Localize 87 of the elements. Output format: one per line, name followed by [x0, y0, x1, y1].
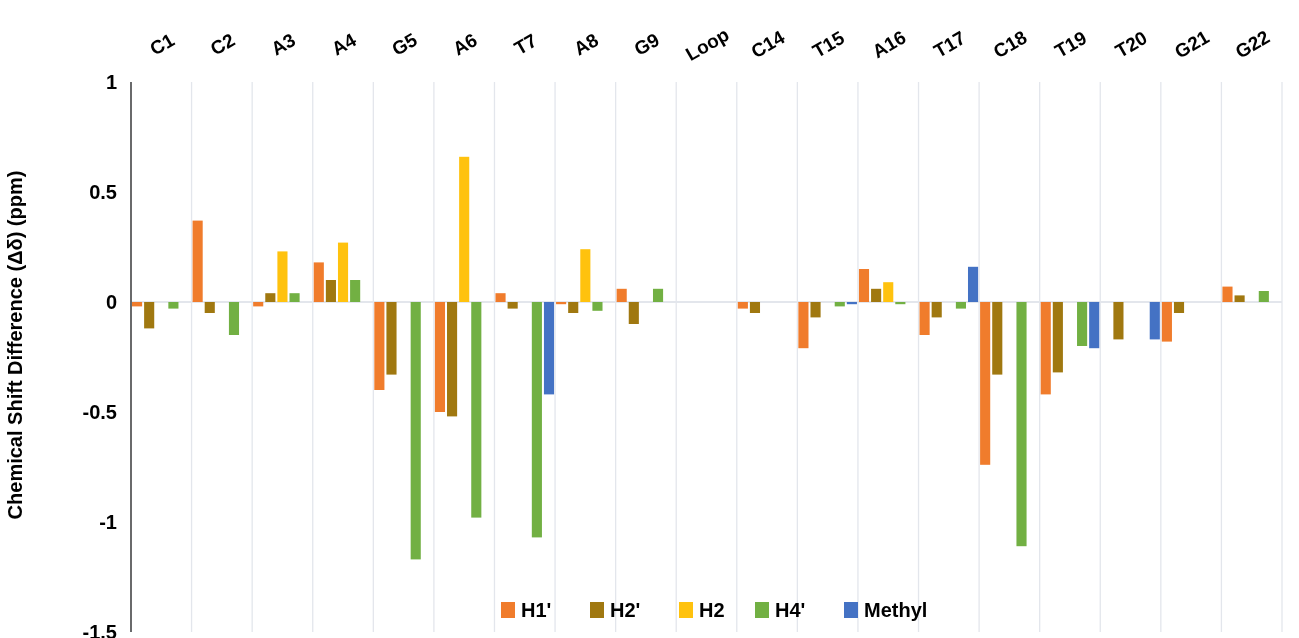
bar [265, 293, 276, 302]
bar [1040, 302, 1051, 395]
bar [1149, 302, 1160, 340]
x-tick-label: A16 [868, 26, 910, 63]
bar [798, 302, 809, 349]
x-tick-label: G22 [1231, 26, 1274, 63]
bar [580, 249, 591, 302]
bar [568, 302, 579, 313]
x-tick-label: Loop [681, 23, 733, 66]
bar [471, 302, 482, 518]
bar [1258, 291, 1269, 302]
y-tick-label: 1 [105, 71, 117, 93]
bar [1016, 302, 1027, 547]
y-tick-label: -1 [99, 511, 117, 533]
bar [628, 302, 639, 324]
x-tick-label: G5 [388, 28, 421, 60]
x-tick-label: A3 [267, 29, 299, 60]
x-tick-label: C14 [747, 26, 789, 63]
x-tick-label: C1 [146, 28, 179, 60]
y-tick-label: -0.5 [82, 401, 117, 423]
bar [749, 302, 761, 313]
legend-label: H4' [775, 599, 806, 621]
bar [967, 266, 979, 302]
bar [592, 302, 603, 311]
y-axis-title: Chemical Shift Difference (Δδ) (ppm) [4, 170, 26, 520]
x-tick-label: T20 [1111, 27, 1151, 62]
bar [992, 302, 1003, 375]
x-tick-label: G9 [630, 28, 663, 60]
bar [410, 302, 421, 560]
bar [204, 302, 215, 313]
legend-label: H2 [699, 599, 725, 621]
bar [507, 302, 518, 309]
bar [652, 288, 664, 302]
bar [434, 302, 446, 412]
x-tick-label: T7 [510, 29, 541, 60]
legend-label: Methyl [864, 599, 928, 621]
bar [447, 302, 458, 417]
x-tick-label: G21 [1171, 26, 1214, 63]
x-tick-label: T19 [1051, 27, 1091, 62]
bar [1173, 302, 1185, 313]
bar [737, 302, 748, 309]
bar [895, 302, 906, 305]
bar [858, 269, 870, 302]
bar [277, 251, 288, 302]
bar [1113, 302, 1124, 340]
bar [543, 302, 555, 395]
bar [846, 302, 857, 305]
bar [955, 302, 966, 309]
bar [495, 293, 506, 302]
x-tick-label: C18 [989, 26, 1031, 63]
bar [289, 293, 300, 302]
bar [883, 282, 894, 302]
x-tick-label: T15 [808, 26, 849, 62]
x-tick-label: T17 [930, 27, 969, 62]
y-tick-label: 0 [105, 291, 117, 313]
bar [325, 280, 336, 302]
bar [980, 302, 991, 465]
bar [374, 302, 385, 390]
bar [616, 288, 627, 302]
bar [1161, 302, 1172, 342]
bar [386, 302, 397, 375]
bar [168, 302, 179, 309]
x-tick-label: A6 [449, 29, 481, 60]
bar [1052, 302, 1063, 373]
bar [144, 302, 155, 329]
bar [1222, 286, 1233, 302]
bar [459, 156, 470, 302]
bar [810, 302, 821, 318]
bar [871, 288, 882, 302]
bar [1089, 302, 1100, 349]
bar [192, 220, 203, 302]
legend-label: H1' [521, 599, 552, 621]
bar [228, 302, 240, 335]
bar [313, 262, 324, 302]
bar [919, 302, 930, 335]
bar [556, 302, 567, 305]
bar [531, 302, 542, 538]
x-tick-label: A4 [328, 28, 360, 60]
bar [1077, 302, 1088, 346]
x-tick-label: A8 [570, 29, 602, 60]
bar [931, 302, 942, 318]
y-tick-label: 0.5 [89, 181, 117, 203]
legend-label: H2' [610, 599, 641, 621]
bar [337, 242, 349, 302]
x-tick-label: C2 [206, 29, 239, 60]
bar [1234, 295, 1245, 302]
bar [350, 280, 361, 302]
